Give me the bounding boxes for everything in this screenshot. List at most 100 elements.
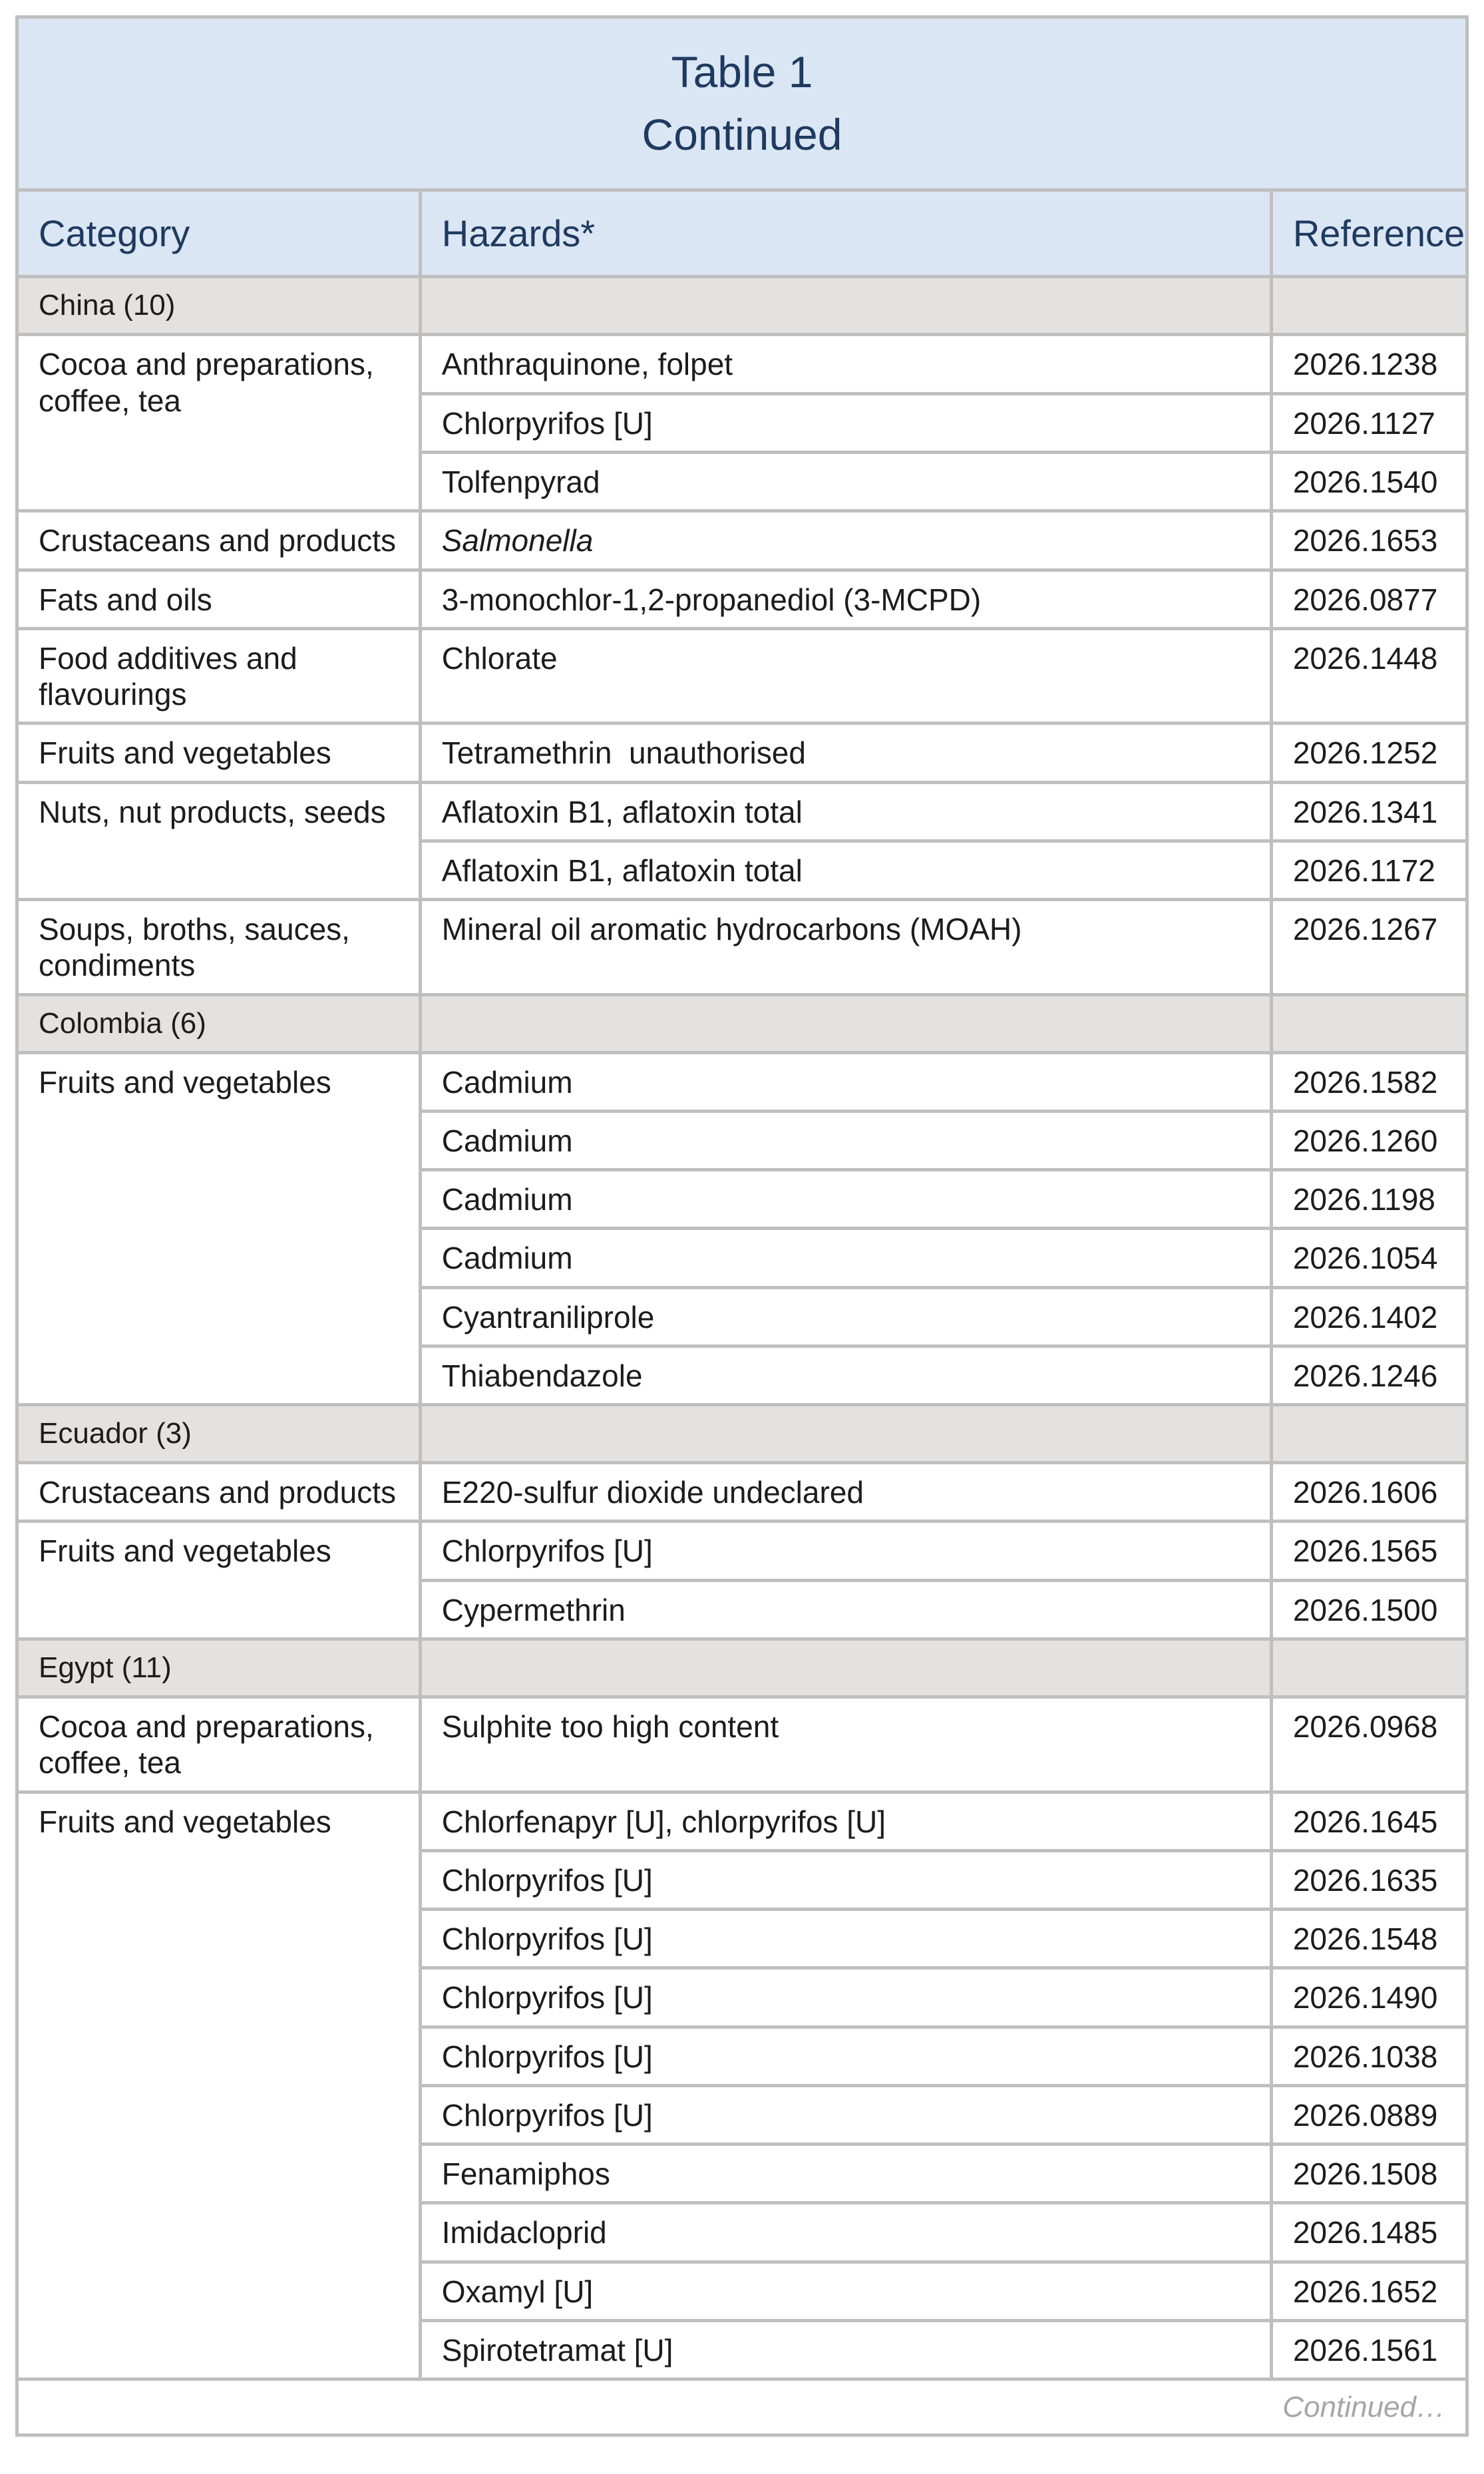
table-row: Crustaceans and products E220-sulfur diox… bbox=[15, 1461, 1469, 1524]
reference-cell: 2026.1402 bbox=[1269, 1285, 1469, 1348]
hazard-cell: Anthraquinone, folpet bbox=[418, 333, 1273, 395]
column-header-row: Category Hazards* Reference bbox=[15, 188, 1469, 279]
table-body: China (10) Cocoa and preparations, coffee… bbox=[15, 275, 1469, 2381]
section-country-label: Colombia (6) bbox=[15, 992, 422, 1054]
table-row: Soups, broths, sauces, condiments Mineral… bbox=[15, 898, 1469, 996]
table-row: Cadmium 2026.1260 bbox=[17, 1109, 1469, 1172]
table-row: Cocoa and preparations, coffee, tea Anthr… bbox=[15, 333, 1469, 513]
table-row: Fruits and vegetables Chlorfenapyr [U], c… bbox=[15, 1790, 1469, 2381]
reference-cell: 2026.0968 bbox=[1269, 1695, 1469, 1794]
hazard-cell: Aflatoxin B1, aflatoxin total bbox=[418, 780, 1273, 843]
column-header-reference: Reference bbox=[1269, 188, 1469, 279]
hazard-cell: Chlorpyrifos [U] bbox=[418, 391, 1273, 454]
hazards-table: Table 1 Continued Category Hazards* Refe… bbox=[15, 15, 1469, 2437]
hazard-cell: Chlorpyrifos [U] bbox=[418, 1520, 1273, 1582]
hazard-cell: Chlorate bbox=[418, 626, 1273, 725]
reference-cell: 2026.1606 bbox=[1269, 1461, 1469, 1524]
section-country-label: China (10) bbox=[15, 275, 422, 337]
table-row: Fats and oils 3-monochlor-1,2-propanediol… bbox=[15, 568, 1469, 630]
reference-cell: 2026.1652 bbox=[1269, 2260, 1469, 2322]
reference-cell: 2026.1341 bbox=[1269, 780, 1469, 843]
reference-cell: 2026.1508 bbox=[1269, 2143, 1469, 2205]
hazard-cell: Chlorpyrifos [U] bbox=[418, 1848, 1273, 1912]
reference-cell: 2026.0889 bbox=[1269, 2083, 1469, 2147]
category-cell: Food additives and flavourings bbox=[15, 626, 422, 725]
reference-cell: 2026.1260 bbox=[1269, 1109, 1469, 1172]
category-cell: Crustaceans and products bbox=[15, 509, 422, 572]
reference-cell: 2026.1500 bbox=[1269, 1578, 1469, 1641]
table-row: Oxamyl [U] 2026.1652 bbox=[17, 2260, 1469, 2322]
continued-label: Continued… bbox=[15, 2377, 1469, 2437]
category-cell: Fruits and vegetables bbox=[15, 1050, 422, 1407]
hazard-cell: Cadmium bbox=[418, 1109, 1273, 1172]
table-row: Imidacloprid 2026.1485 bbox=[17, 2201, 1469, 2264]
reference-cell: 2026.1038 bbox=[1269, 2025, 1469, 2087]
table-row: Food additives and flavourings Chlorate 20… bbox=[15, 626, 1469, 725]
hazard-cell: 3-monochlor-1,2-propanediol (3-MCPD) bbox=[418, 568, 1273, 630]
column-header-hazards: Hazards* bbox=[418, 188, 1273, 279]
category-cell: Fruits and vegetables bbox=[15, 1790, 422, 2381]
table-title-row: Table 1 Continued bbox=[15, 15, 1469, 192]
hazard-cell: Mineral oil aromatic hydrocarbons (MOAH) bbox=[418, 898, 1273, 996]
section-empty-cell bbox=[1269, 1637, 1469, 1699]
hazard-cell: Fenamiphos bbox=[418, 2143, 1273, 2205]
hazard-cell: Chlorpyrifos [U] bbox=[418, 1908, 1273, 1970]
hazard-cell: Salmonella bbox=[418, 509, 1273, 572]
section-empty-cell bbox=[418, 275, 1273, 337]
section-header-row: Colombia (6) bbox=[15, 992, 1469, 1054]
hazard-cell: Thiabendazole bbox=[418, 1344, 1273, 1407]
reference-cell: 2026.1172 bbox=[1269, 839, 1469, 902]
category-cell: Soups, broths, sauces, condiments bbox=[15, 898, 422, 996]
hazard-cell: Imidacloprid bbox=[418, 2201, 1273, 2264]
section-empty-cell bbox=[418, 1637, 1273, 1699]
table-row: Cadmium 2026.1054 bbox=[17, 1227, 1469, 1289]
reference-cell: 2026.1238 bbox=[1269, 333, 1469, 395]
table-row: Chlorpyrifos [U] 2026.1127 bbox=[17, 391, 1469, 454]
hazard-cell: Chlorpyrifos [U] bbox=[418, 2025, 1273, 2087]
section-header-row: Egypt (11) bbox=[15, 1637, 1469, 1699]
table-row: Tolfenpyrad 2026.1540 bbox=[17, 450, 1469, 513]
hazard-cell: Spirotetramat [U] bbox=[418, 2318, 1273, 2381]
reference-cell: 2026.0877 bbox=[1269, 568, 1469, 630]
reference-cell: 2026.1252 bbox=[1269, 722, 1469, 784]
table-title-line2: Continued bbox=[642, 109, 842, 159]
reference-cell: 2026.1485 bbox=[1269, 2201, 1469, 2264]
table-row: Nuts, nut products, seeds Aflatoxin B1, a… bbox=[15, 780, 1469, 902]
reference-cell: 2026.1635 bbox=[1269, 1848, 1469, 1912]
column-header-category: Category bbox=[15, 188, 422, 279]
category-cell: Fruits and vegetables bbox=[15, 722, 422, 784]
table-row: Fruits and vegetables Tetramethrin unauth… bbox=[15, 722, 1469, 784]
section-empty-cell bbox=[418, 992, 1273, 1054]
table-row: Fruits and vegetables Cadmium 2026.1582 bbox=[15, 1050, 1469, 1407]
table-row: Chlorpyrifos [U] 2026.1490 bbox=[17, 1966, 1469, 2029]
table-row: Cyantraniliprole 2026.1402 bbox=[17, 1285, 1469, 1348]
category-cell: Cocoa and preparations, coffee, tea bbox=[15, 1695, 422, 1794]
hazard-cell: Aflatoxin B1, aflatoxin total bbox=[418, 839, 1273, 902]
table-row: Fenamiphos 2026.1508 bbox=[17, 2143, 1469, 2205]
reference-cell: 2026.1540 bbox=[1269, 450, 1469, 513]
hazard-cell: Cypermethrin bbox=[418, 1578, 1273, 1641]
hazard-cell: Chlorfenapyr [U], chlorpyrifos [U] bbox=[418, 1790, 1273, 1852]
table-row: Aflatoxin B1, aflatoxin total 2026.1172 bbox=[17, 839, 1469, 902]
table-row: Cocoa and preparations, coffee, tea Sulph… bbox=[15, 1695, 1469, 1794]
hazard-cell: Cyantraniliprole bbox=[418, 1285, 1273, 1348]
table-row: Cadmium 2026.1198 bbox=[17, 1168, 1469, 1231]
hazard-cell: Oxamyl [U] bbox=[418, 2260, 1273, 2322]
reference-cell: 2026.1054 bbox=[1269, 1227, 1469, 1289]
reference-cell: 2026.1561 bbox=[1269, 2318, 1469, 2381]
category-cell: Fats and oils bbox=[15, 568, 422, 630]
section-header-row: Ecuador (3) bbox=[15, 1403, 1469, 1465]
reference-cell: 2026.1448 bbox=[1269, 626, 1469, 725]
hazard-cell: Tetramethrin unauthorised bbox=[418, 722, 1273, 784]
hazard-cell: Tolfenpyrad bbox=[418, 450, 1273, 513]
section-empty-cell bbox=[1269, 275, 1469, 337]
table-row: Thiabendazole 2026.1246 bbox=[17, 1344, 1469, 1407]
reference-cell: 2026.1127 bbox=[1269, 391, 1469, 454]
section-country-label: Ecuador (3) bbox=[15, 1403, 422, 1465]
section-empty-cell bbox=[1269, 1403, 1469, 1465]
hazard-cell: Cadmium bbox=[418, 1050, 1273, 1113]
section-empty-cell bbox=[418, 1403, 1273, 1465]
hazard-cell: E220-sulfur dioxide undeclared bbox=[418, 1461, 1273, 1524]
table-row: Chlorpyrifos [U] 2026.1038 bbox=[17, 2025, 1469, 2087]
hazard-cell: Sulphite too high content bbox=[418, 1695, 1273, 1794]
